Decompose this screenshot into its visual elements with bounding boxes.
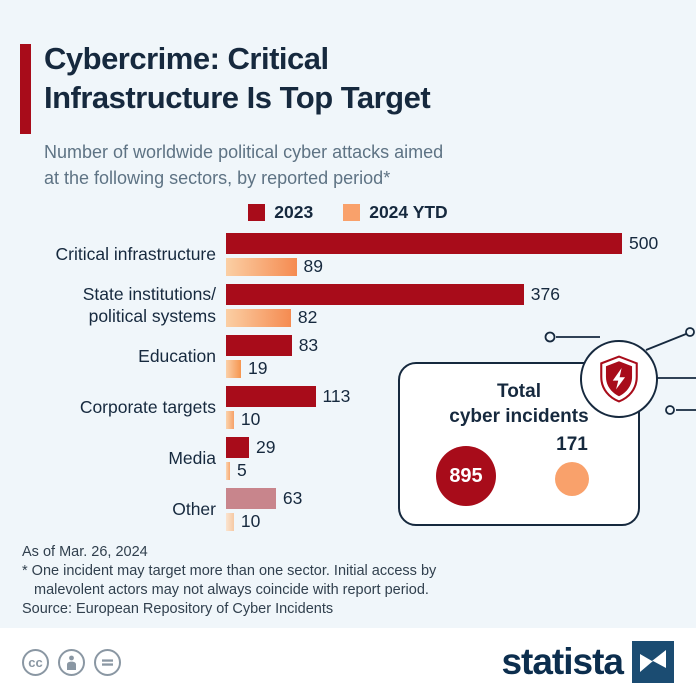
bar-value-label: 113 bbox=[322, 386, 351, 406]
bar-2023 bbox=[226, 386, 316, 407]
bar-2023 bbox=[226, 335, 292, 356]
category-label: State institutions/ political systems bbox=[82, 284, 216, 326]
category-label: Critical infrastructure bbox=[55, 244, 216, 265]
bar-value-label: 500 bbox=[629, 233, 659, 253]
bar-2023 bbox=[226, 284, 524, 305]
statista-logo[interactable]: statista bbox=[501, 641, 674, 683]
total-2024-group: 171 bbox=[540, 434, 604, 496]
cc-icon[interactable]: cc bbox=[22, 648, 49, 676]
total-2023-circle: 895 bbox=[436, 446, 496, 506]
title-accent-bar bbox=[20, 44, 31, 134]
bar-2024-ytd bbox=[226, 257, 297, 276]
bar-value-label: 82 bbox=[297, 307, 318, 327]
chart-row: Other 63 10 bbox=[20, 488, 680, 532]
cc-nd-icon[interactable] bbox=[94, 648, 121, 676]
legend-label-2023: 2023 bbox=[274, 202, 314, 222]
bar-2023 bbox=[226, 233, 622, 254]
statista-logo-text: statista bbox=[501, 641, 624, 682]
bar-value-label: 10 bbox=[240, 511, 261, 531]
bar-2024-ytd bbox=[226, 410, 234, 429]
legend-item-2024: 2024 YTD bbox=[343, 202, 448, 223]
source-text: Source: European Repository of Cyber Inc… bbox=[22, 601, 334, 617]
bar-value-label: 376 bbox=[530, 284, 560, 304]
legend-swatch-2024 bbox=[343, 204, 361, 221]
page-subtitle: Number of worldwide political cyber atta… bbox=[44, 142, 444, 189]
footer-bar: cc statista bbox=[0, 628, 696, 696]
chart-row: Media 29 5 bbox=[20, 437, 680, 481]
cc-attribution-icon[interactable] bbox=[58, 648, 85, 676]
chart-row: Education 83 19 bbox=[20, 335, 680, 379]
circuit-decoration bbox=[544, 327, 696, 415]
legend-swatch-2023 bbox=[248, 204, 266, 221]
category-label: Corporate targets bbox=[79, 397, 216, 418]
chart-legend: 2023 2024 YTD bbox=[0, 202, 696, 223]
footnote-line2: malevolent actors may not always coincid… bbox=[34, 581, 429, 598]
bar-2024-ytd bbox=[226, 359, 241, 378]
bar-chart: Critical infrastructure 500 89 State instit… bbox=[20, 233, 680, 539]
bar-value-label: 83 bbox=[298, 335, 319, 355]
bar-value-label: 29 bbox=[256, 437, 276, 457]
statista-logo-mark bbox=[632, 641, 674, 683]
legend-label-2024: 2024 YTD bbox=[369, 202, 448, 222]
bar-2023 bbox=[226, 437, 249, 458]
cc-license-icons[interactable]: cc bbox=[22, 648, 121, 676]
shield-emblem bbox=[580, 340, 658, 418]
bar-value-label: 5 bbox=[237, 460, 247, 480]
category-label: Other bbox=[172, 499, 216, 520]
bar-value-label: 89 bbox=[303, 256, 323, 276]
chart-row: Corporate targets 113 10 bbox=[20, 386, 680, 430]
category-label: Media bbox=[168, 448, 216, 469]
bar-2024-ytd bbox=[226, 308, 291, 327]
category-label: Education bbox=[138, 346, 216, 367]
shield-lightning-icon bbox=[600, 355, 638, 403]
legend-item-2023: 2023 bbox=[248, 202, 313, 223]
bar-2024-ytd bbox=[226, 512, 234, 531]
chart-row: State institutions/ political systems 376… bbox=[20, 284, 680, 328]
total-2024-circle bbox=[555, 462, 589, 496]
footnote-line1: * One incident may target more than one … bbox=[22, 562, 437, 579]
bar-2024-ytd bbox=[226, 461, 230, 480]
bar-value-label: 19 bbox=[248, 358, 268, 378]
chart-row: Critical infrastructure 500 89 bbox=[20, 233, 680, 277]
total-incidents-title: Total cyber incidents bbox=[449, 381, 589, 427]
bar-2023 bbox=[226, 488, 276, 509]
bar-value-label: 63 bbox=[282, 488, 303, 508]
page-title: Cybercrime: Critical Infrastructure Is T… bbox=[44, 41, 431, 115]
bar-value-label: 10 bbox=[240, 409, 261, 429]
total-2023-value: 895 bbox=[449, 464, 483, 487]
as-of-date: As of Mar. 26, 2024 bbox=[22, 544, 148, 560]
footnotes: As of Mar. 26, 2024 * One incident may t… bbox=[22, 543, 436, 600]
cc-icon-label: cc bbox=[28, 654, 43, 670]
total-2024-value: 171 bbox=[556, 434, 588, 455]
